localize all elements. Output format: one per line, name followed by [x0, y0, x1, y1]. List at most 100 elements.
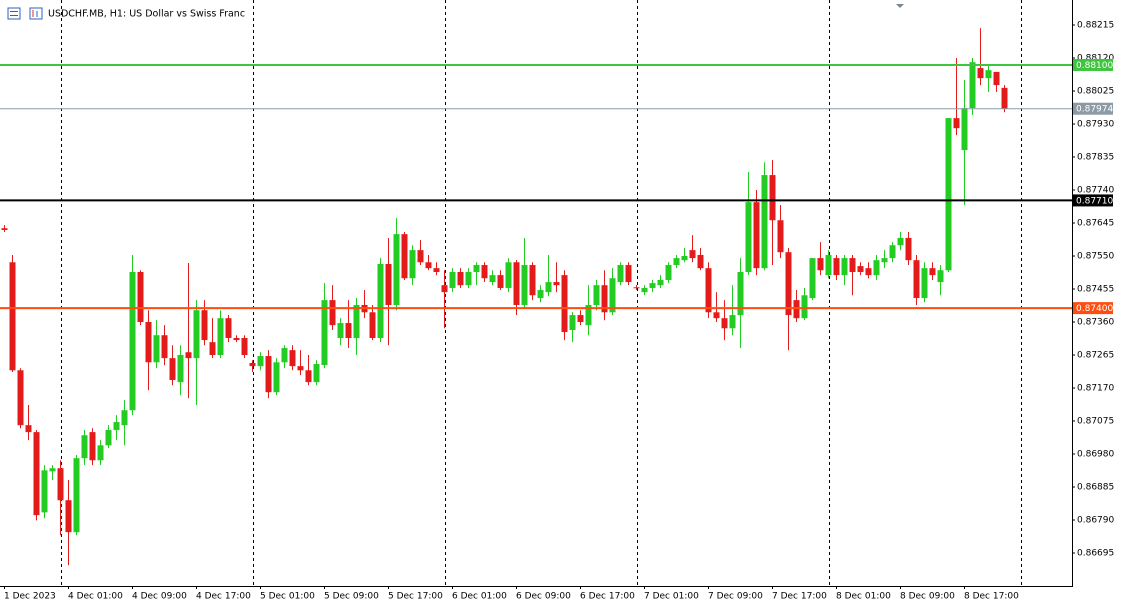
- icon-chart: [29, 7, 43, 20]
- candle-body: [129, 271, 136, 411]
- candle-body: [249, 362, 256, 367]
- y-tick-label: 0.87265: [1077, 351, 1114, 361]
- candle-body: [689, 250, 696, 259]
- chart-title: USDCHF.MB, H1: US Dollar vs Swiss Franc: [48, 9, 245, 20]
- candle-body: [209, 342, 216, 356]
- candle-body: [681, 256, 688, 261]
- candle-body: [417, 250, 424, 263]
- candle-body: [329, 300, 336, 326]
- candle-body: [969, 62, 976, 109]
- candle-body: [505, 262, 512, 288]
- candle-body: [377, 263, 384, 338]
- candle-body: [697, 254, 704, 269]
- x-tick-label: 5 Dec 17:00: [388, 592, 443, 602]
- candle-body: [257, 356, 264, 367]
- candle-body: [265, 356, 272, 393]
- candle-body: [881, 258, 888, 263]
- toolbar-icons: [7, 7, 43, 20]
- candle-body: [937, 270, 944, 283]
- candle-body: [649, 283, 656, 288]
- candle-body: [745, 202, 752, 272]
- candle-body: [801, 295, 808, 319]
- y-tick-label: 0.86980: [1077, 450, 1114, 460]
- x-tick-label: 7 Dec 09:00: [708, 592, 763, 602]
- candle-body: [849, 258, 856, 272]
- candle-body: [161, 335, 168, 359]
- candle-body: [441, 285, 448, 293]
- candle-body: [841, 258, 848, 276]
- candle-body: [593, 285, 600, 305]
- y-tick-label: 0.87360: [1077, 318, 1114, 328]
- candle-body: [457, 271, 464, 286]
- candle-body: [985, 70, 992, 79]
- candle-body: [737, 271, 744, 316]
- y-tick-label: 0.88025: [1077, 87, 1114, 97]
- x-tick-label: 7 Dec 01:00: [644, 592, 699, 602]
- x-tick-label: 5 Dec 01:00: [260, 592, 315, 602]
- candle-body: [433, 268, 440, 272]
- candles: [1, 28, 1008, 566]
- candle-body: [833, 258, 840, 276]
- price-level-label: 0.87710: [1076, 196, 1113, 206]
- candle-body: [273, 362, 280, 393]
- candle-body: [401, 234, 408, 279]
- candle-body: [73, 458, 80, 533]
- y-tick-label: 0.87075: [1077, 417, 1114, 427]
- icon-list: [7, 7, 21, 20]
- candle-body: [297, 366, 304, 371]
- candle-body: [761, 175, 768, 269]
- candle-body: [873, 260, 880, 276]
- candle-body: [561, 275, 568, 333]
- candle-body: [89, 432, 96, 461]
- candle-body: [1, 228, 8, 230]
- candle-body: [145, 322, 152, 363]
- candle-body: [953, 118, 960, 129]
- candle-body: [289, 350, 296, 367]
- candle-body: [169, 358, 176, 381]
- candle-body: [497, 275, 504, 288]
- y-tick-label: 0.86885: [1077, 483, 1114, 493]
- candle-body: [857, 266, 864, 272]
- price-level-label: 0.87974: [1076, 105, 1113, 115]
- candle-body: [9, 262, 16, 371]
- price-level-label: 0.88100: [1076, 61, 1113, 71]
- candle-body: [313, 364, 320, 383]
- candle-body: [929, 268, 936, 276]
- candle-body: [481, 265, 488, 279]
- candle-body: [97, 445, 104, 461]
- candle-body: [785, 252, 792, 316]
- x-tick-label: 4 Dec 01:00: [68, 592, 123, 602]
- candle-body: [337, 323, 344, 338]
- candle-body: [217, 318, 224, 356]
- candle-body: [233, 337, 240, 341]
- candle-body: [665, 265, 672, 280]
- candle-body: [393, 234, 400, 305]
- y-tick-label: 0.87550: [1077, 252, 1114, 262]
- candle-body: [617, 265, 624, 283]
- candle-body: [913, 260, 920, 299]
- y-tick-label: 0.86790: [1077, 516, 1114, 526]
- candle-body: [321, 300, 328, 366]
- candle-body: [633, 287, 640, 289]
- y-tick-label: 0.87740: [1077, 186, 1114, 196]
- candle-body: [553, 282, 560, 286]
- candle-body: [713, 312, 720, 319]
- candle-body: [193, 310, 200, 359]
- candle-body: [473, 265, 480, 272]
- candle-body: [609, 278, 616, 313]
- x-tick-label: 8 Dec 01:00: [836, 592, 891, 602]
- shift-marker: [896, 4, 904, 8]
- candle-body: [41, 470, 48, 513]
- candle-body: [705, 268, 712, 313]
- candle-body: [625, 265, 632, 283]
- y-tick-label: 0.87455: [1077, 285, 1114, 295]
- candle-body: [57, 468, 64, 501]
- candle-body: [809, 258, 816, 299]
- price-level-tag: [1073, 194, 1113, 207]
- candle-body: [201, 310, 208, 341]
- x-tick-label: 8 Dec 17:00: [964, 592, 1019, 602]
- candle-body: [489, 275, 496, 283]
- candle-body: [17, 370, 24, 426]
- candle-body: [81, 435, 88, 459]
- candle-body: [225, 318, 232, 338]
